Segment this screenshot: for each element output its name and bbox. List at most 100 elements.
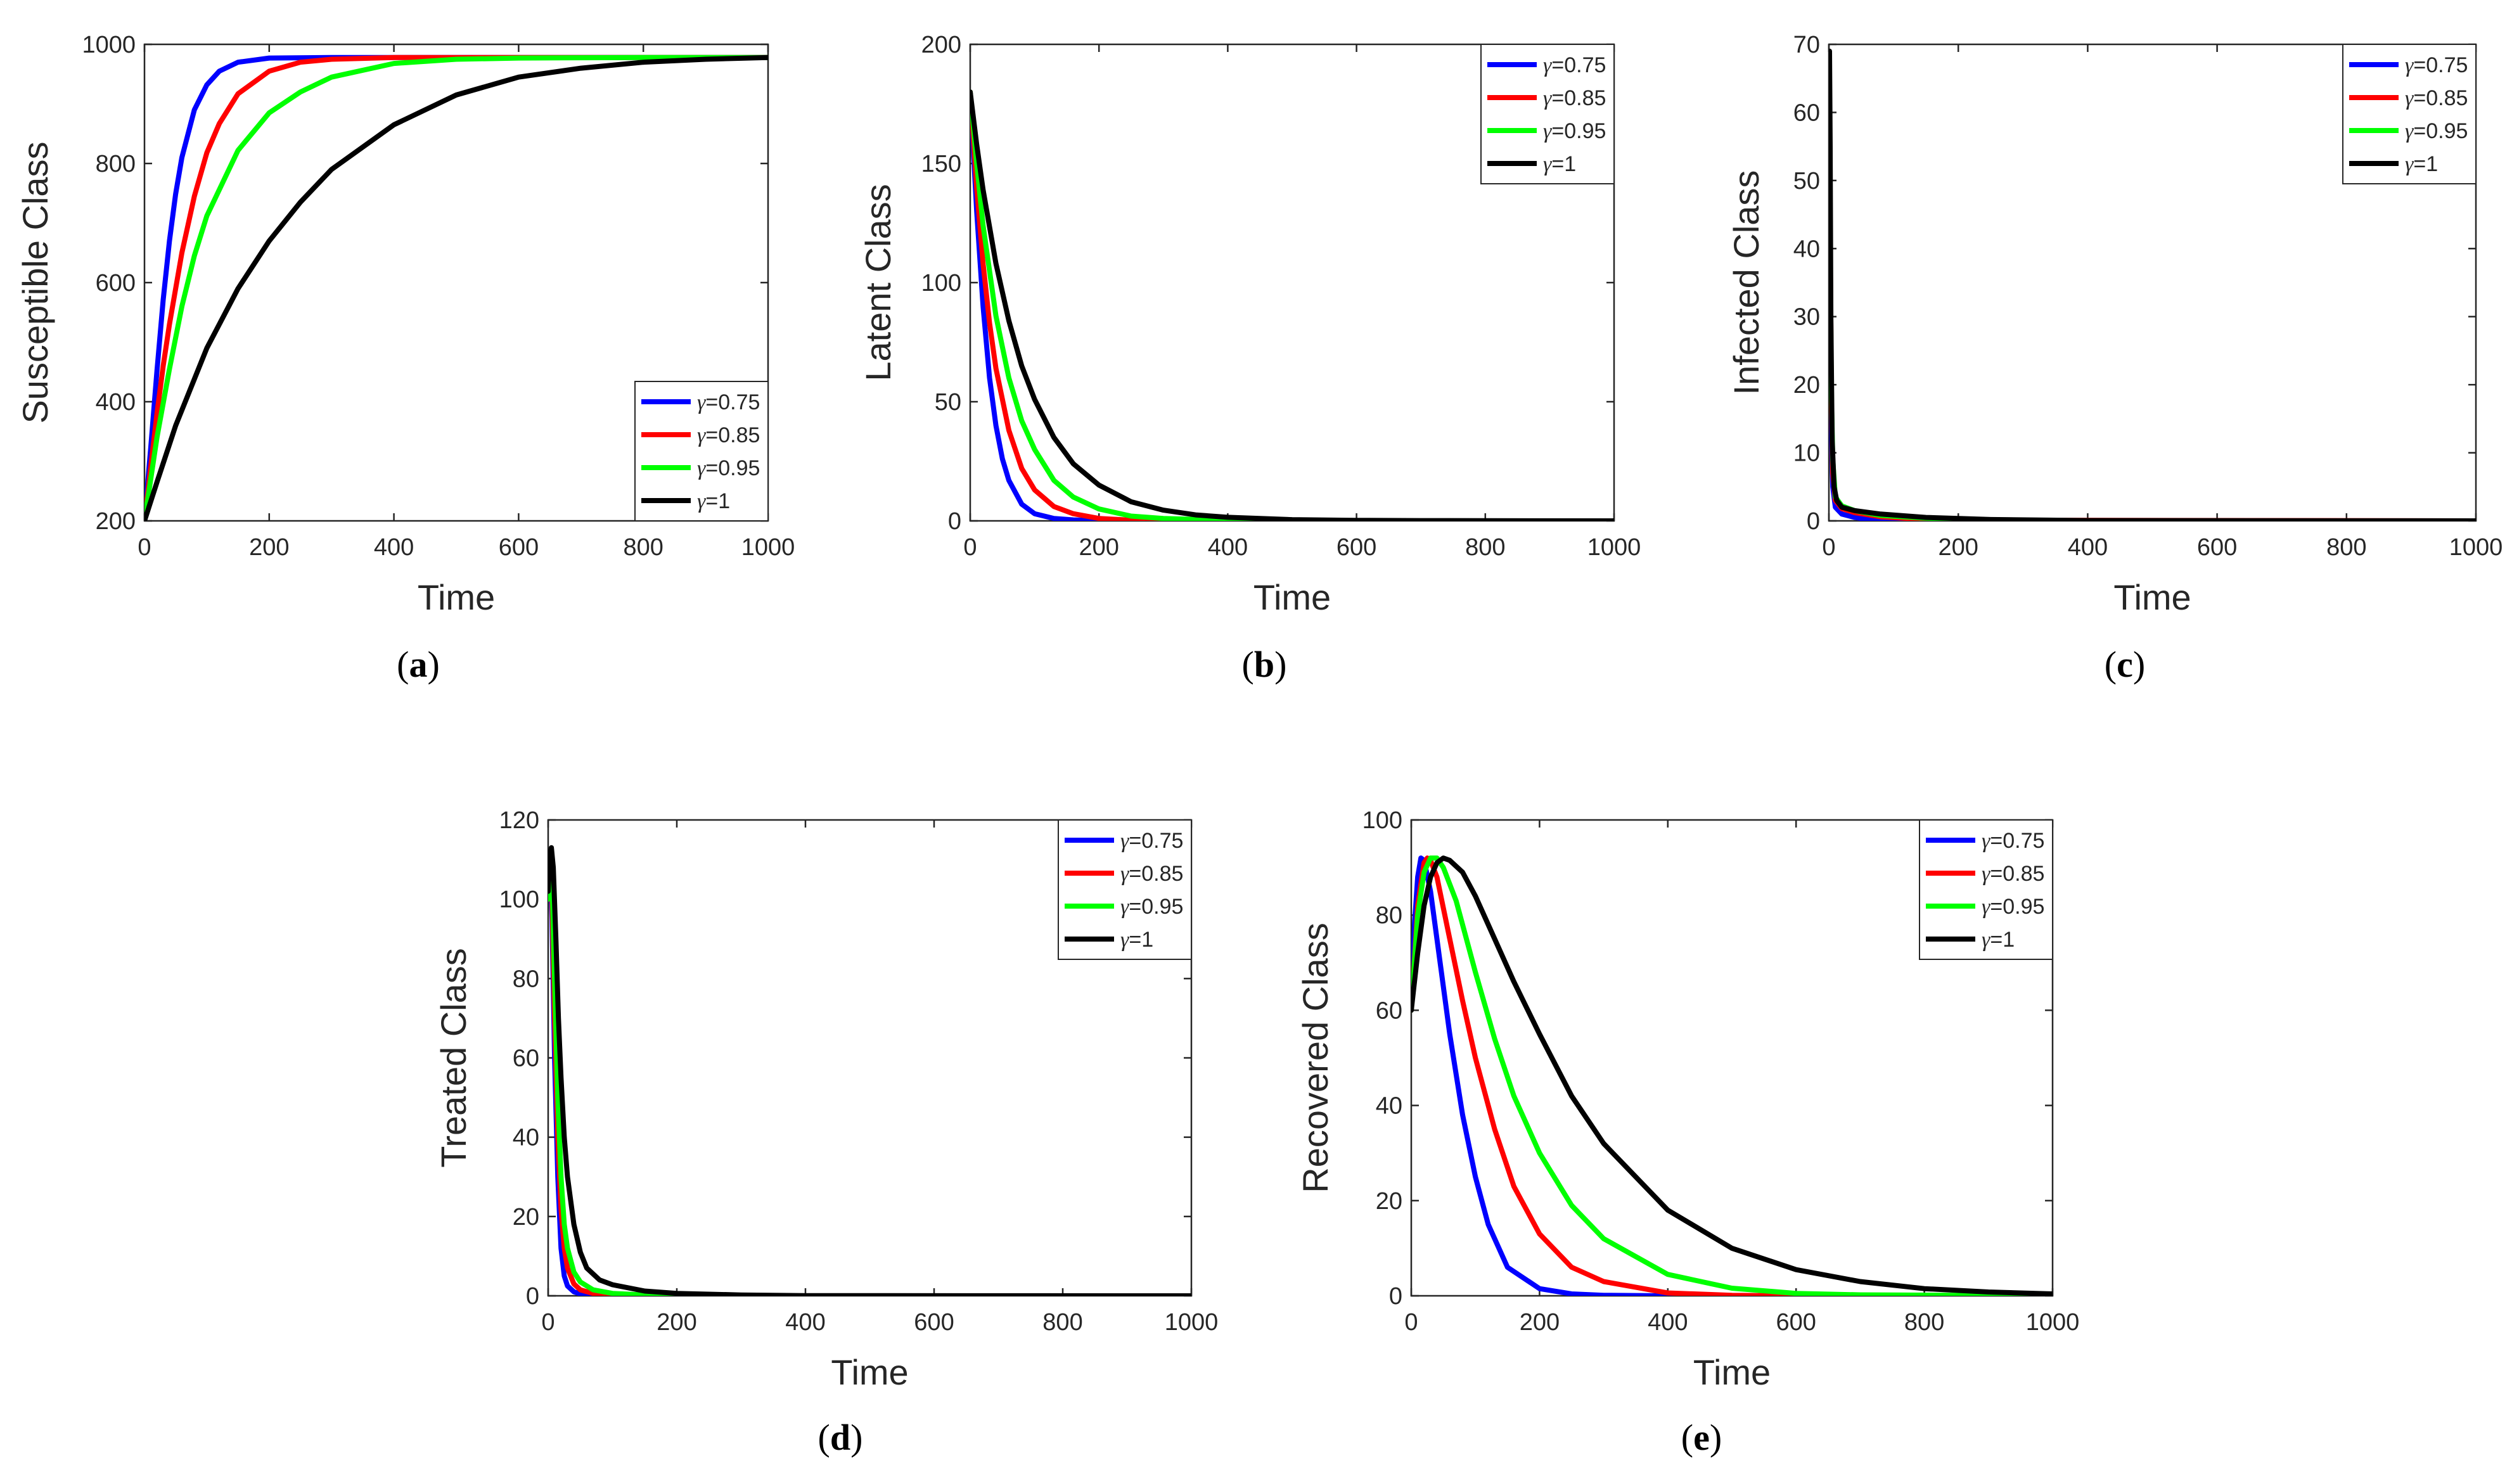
y-tick-label: 0 [526,1283,539,1310]
panel-caption: (e) [1681,1417,1722,1458]
legend-value: =1 [705,489,730,513]
series-line-0 [1411,855,2053,1296]
legend-value: =1 [1990,928,2015,952]
chart-panel-d: 0 200 400 600 800 1000 0 20 40 60 80 100 120 Time Trea… [433,807,1218,1458]
legend-value: =0.95 [2413,119,2468,143]
x-tick-label: 400 [374,534,414,561]
legend-gamma-symbol: γ [697,391,707,414]
x-tick-label: 1000 [2026,1309,2080,1336]
chart-panel-c: 0 200 400 600 800 1000 0 10 20 30 40 50 60 70 Time Infe… [1726,32,2503,685]
legend-entry: γ=1 [697,489,730,513]
legend-entry: γ=1 [2405,152,2438,176]
legend-gamma-symbol: γ [1543,54,1553,77]
legend-value: =0.95 [705,456,760,480]
series-line-0 [970,89,1614,521]
series-line-3 [1411,855,2053,1296]
series-line-1 [144,54,768,521]
y-tick-label: 10 [1793,440,1820,467]
legend-gamma-symbol: γ [1982,829,1991,853]
legend-gamma-symbol: γ [1543,87,1553,110]
x-tick-label: 1000 [1165,1309,1219,1336]
y-tick-label: 40 [1793,236,1820,262]
panel-caption-open: ( [2105,644,2117,685]
y-axis-label: Latent Class [858,184,898,381]
x-tick-label: 400 [1648,1309,1688,1336]
x-axis-label: Time [1693,1352,1771,1392]
legend: γ=0.75γ=0.85γ=0.95γ=1 [634,381,769,521]
legend-entry: γ=0.85 [2405,86,2468,110]
x-tick-label: 200 [1079,534,1118,561]
panel-caption: (d) [818,1417,863,1458]
chart-panel-e: 0 200 400 600 800 1000 0 20 40 60 80 100 Time Recover… [1295,807,2079,1458]
x-tick-label: 1000 [1587,534,1641,561]
legend-entry: γ=0.95 [1120,895,1183,919]
y-tick-label: 100 [1362,807,1402,834]
x-tick-label: 400 [2068,534,2108,561]
y-tick-label: 20 [513,1204,539,1231]
legend-value: =0.95 [1990,895,2044,919]
legend-box [634,381,769,521]
x-tick-label: 600 [1776,1309,1816,1336]
y-tick-label: 0 [1389,1283,1402,1310]
legend-box [1480,44,1615,184]
y-tick-label: 40 [513,1125,539,1151]
panel-caption: (b) [1242,644,1287,685]
y-axis-label: Infected Class [1726,170,1766,395]
legend-gamma-symbol: γ [1982,862,1991,886]
legend-entry: γ=1 [1982,928,2015,952]
legend-gamma-symbol: γ [1543,153,1553,176]
y-tick-label: 100 [499,886,539,913]
y-tick-label: 50 [1793,168,1820,195]
panel-caption: (c) [2105,644,2145,685]
legend-value: =0.85 [1129,862,1183,886]
legend-value: =0.75 [1551,53,1606,77]
legend-entry: γ=0.75 [1982,829,2044,853]
legend-entry: γ=0.95 [2405,119,2468,143]
series-line-1 [970,89,1614,521]
legend-entry: γ=0.85 [1982,862,2044,886]
legend-entry: γ=1 [1120,928,1153,952]
y-tick-label: 150 [921,151,961,177]
y-tick-label: 70 [1793,32,1820,58]
panel-caption-letter: b [1254,644,1274,685]
x-tick-label: 600 [1336,534,1376,561]
x-tick-label: 800 [1465,534,1505,561]
panel-caption-close: ) [428,644,440,685]
legend-gamma-symbol: γ [2405,54,2414,77]
y-axis-label: Treated Class [433,948,473,1168]
panel-caption-close: ) [2133,644,2145,685]
y-tick-label: 60 [1376,997,1402,1024]
x-axis-label: Time [831,1352,908,1392]
x-tick-label: 800 [2326,534,2366,561]
legend-gamma-symbol: γ [2405,87,2414,110]
y-tick-label: 400 [96,389,136,416]
series-line-2 [970,89,1614,521]
chart-panel-b: 0 200 400 600 800 1000 0 50 100 150 200 Time Latent … [858,32,1641,685]
legend-value: =0.85 [2413,86,2468,110]
y-tick-label: 100 [921,270,961,297]
legend-box [2342,44,2477,184]
y-tick-label: 60 [1793,99,1820,126]
legend-value: =1 [1129,928,1153,952]
legend-gamma-symbol: γ [1120,862,1130,886]
x-tick-label: 0 [541,1309,554,1336]
y-tick-label: 0 [1807,508,1820,535]
x-tick-label: 200 [1520,1309,1560,1336]
legend-gamma-symbol: γ [2405,153,2414,176]
panel-caption-letter: d [830,1417,850,1458]
panel-caption-close: ) [1710,1417,1722,1458]
x-tick-label: 0 [963,534,977,561]
x-tick-label: 600 [2197,534,2237,561]
legend-value: =1 [1551,152,1576,176]
y-tick-label: 60 [513,1046,539,1072]
legend-entry: γ=0.75 [1120,829,1183,853]
series-line-1 [1411,855,2053,1296]
x-tick-label: 0 [138,534,151,561]
series-line-2 [1411,855,2053,1296]
legend-value: =0.75 [1129,829,1183,853]
y-tick-label: 80 [1376,902,1402,929]
series-line-3 [144,54,768,521]
x-tick-label: 0 [1822,534,1835,561]
panel-caption-letter: e [1693,1417,1710,1458]
